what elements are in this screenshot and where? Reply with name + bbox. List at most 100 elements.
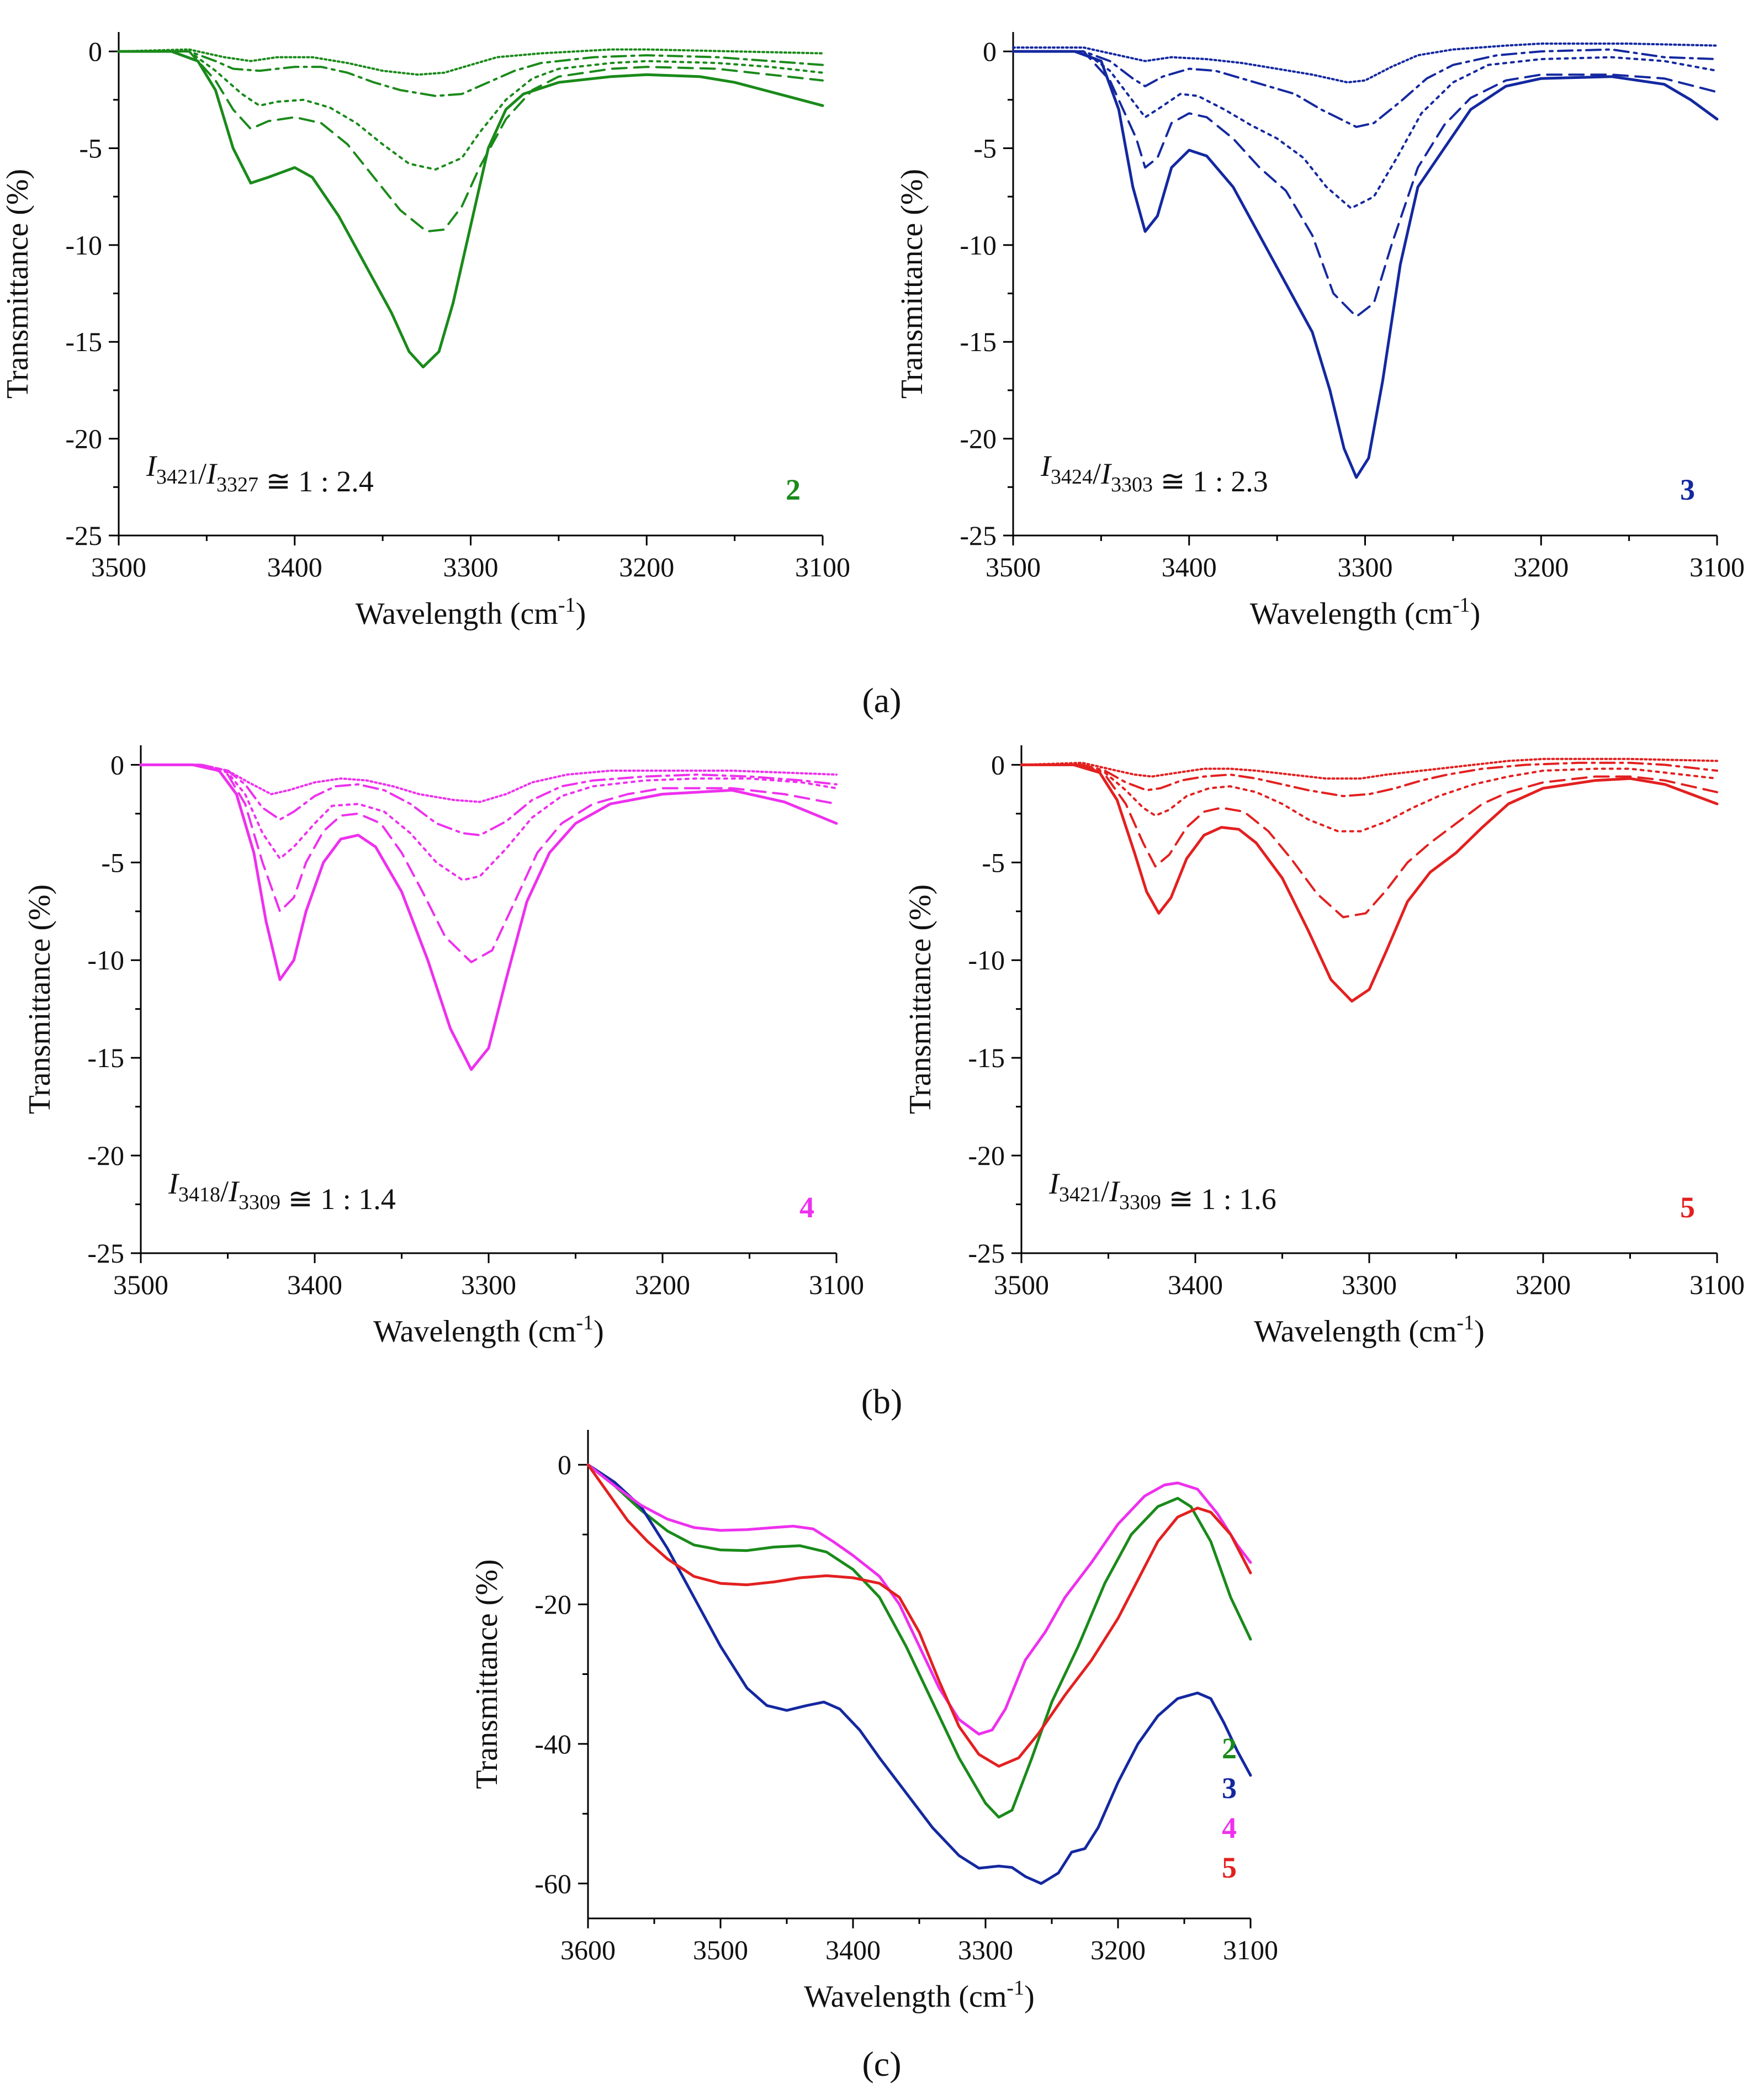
x-axis-title: Wavelength (cm-1) [373, 1311, 603, 1349]
y-tick-label: -15 [960, 326, 997, 357]
ratio-term2-italic: I [206, 457, 218, 490]
y-tick-label: -15 [65, 326, 102, 357]
ratio-annotation: I3421/I3309 ≅ 1 : 1.6 [1048, 1167, 1276, 1216]
x-tick-label: 3200 [1516, 1269, 1571, 1300]
x-tick-label: 3200 [635, 1269, 690, 1300]
y-axis-title: Transmittance (%) [23, 884, 57, 1114]
series-solid [139, 763, 838, 1071]
x-tick-label: 3500 [91, 552, 146, 582]
series-dotted-fine [118, 48, 824, 76]
ratio-value: ≅ 1 : 1.6 [1161, 1183, 1276, 1216]
ratio-slash: / [1093, 457, 1101, 490]
x-axis-title-sup: -1 [576, 1311, 594, 1334]
y-tick-label: -25 [87, 1238, 124, 1269]
ratio-term2-italic: I [1109, 1175, 1121, 1208]
legend-entry-5: 5 [1222, 1851, 1237, 1884]
x-tick-label: 3100 [809, 1269, 864, 1300]
ratio-term1-italic: I [146, 449, 158, 483]
ratio-value: ≅ 1 : 1.4 [280, 1183, 396, 1216]
x-axis-title-main: Wavelength (cm [1254, 1314, 1456, 1349]
x-axis-title-end: ) [594, 1314, 604, 1349]
series-dotted [118, 50, 824, 171]
y-tick-label: -10 [960, 230, 997, 261]
series-5 [586, 1463, 1252, 1768]
x-tick-label: 3500 [693, 1934, 748, 1965]
x-axis-title-main: Wavelength (cm [804, 1980, 1007, 2014]
y-axis-title: Transmittance (%) [895, 169, 929, 399]
series-4 [586, 1463, 1252, 1736]
panel-a-right: 3500 3400 3300 3200 3100 0 -5 -10 -15 -20 -25 Wavel… [895, 32, 1745, 631]
y-tick-label: -20 [65, 423, 102, 454]
compound-label: 3 [1680, 473, 1695, 506]
ratio-annotation: I3424/I3303 ≅ 1 : 2.3 [1040, 449, 1268, 498]
x-axis-title: Wavelength (cm-1) [356, 593, 586, 631]
x-tick-label: 3300 [1338, 552, 1393, 582]
series-dotted [140, 764, 838, 882]
ratio-term2-italic: I [1100, 457, 1113, 490]
series-dashed [1020, 764, 1718, 919]
y-tick-label: -25 [960, 520, 997, 551]
series-dotted-fine [140, 764, 838, 803]
x-axis-title-main: Wavelength (cm [356, 597, 558, 631]
y-tick-label: -20 [960, 423, 997, 454]
panel-c: 3600 3500 3400 3300 3200 3100 0 -20 -40 -60 Wavele… [470, 1430, 1278, 2014]
y-tick-label: -25 [65, 520, 102, 551]
y-tick-label: -5 [982, 847, 1005, 878]
series-solid [117, 50, 824, 369]
y-tick-label: 0 [983, 36, 997, 67]
y-tick-label: -5 [79, 132, 102, 163]
x-tick-label: 3400 [287, 1269, 342, 1300]
x-axis-title-sup: -1 [1456, 1311, 1474, 1334]
legend-entry-4: 4 [1222, 1811, 1237, 1844]
x-tick-label: 3100 [1689, 1269, 1745, 1300]
x-axis-title-sup: -1 [1453, 593, 1470, 617]
ratio-term1-italic: I [1048, 1167, 1061, 1200]
ratio-term2-italic: I [228, 1175, 240, 1208]
series-dashdot [118, 50, 824, 97]
series-solid [1020, 763, 1719, 1003]
y-tick-label: 0 [88, 36, 102, 67]
y-tick-label: -10 [87, 945, 124, 975]
x-tick-label: 3300 [958, 1934, 1013, 1965]
y-tick-label: -10 [968, 945, 1005, 975]
series-dotted [1020, 764, 1718, 833]
series-dashdot [1012, 48, 1718, 128]
legend-entry-3: 3 [1222, 1772, 1237, 1805]
panel-label-a: (a) [862, 681, 901, 720]
compound-label: 2 [786, 473, 801, 506]
x-tick-label: 3200 [619, 552, 674, 582]
series-solid [1011, 50, 1719, 479]
x-tick-label: 3500 [986, 552, 1041, 582]
series-2 [586, 1463, 1252, 1819]
series-dashed [140, 764, 838, 963]
ratio-term2-sub: 3309 [1119, 1191, 1161, 1214]
x-tick-label: 3100 [1223, 1934, 1278, 1965]
ratio-value: ≅ 1 : 2.4 [258, 465, 374, 498]
x-tick-label: 3400 [267, 552, 322, 582]
y-tick-label: -15 [87, 1042, 124, 1073]
y-tick-label: -25 [968, 1238, 1005, 1269]
ratio-term1-sub: 3421 [156, 465, 198, 489]
compound-label: 4 [799, 1191, 814, 1224]
x-tick-label: 3400 [1168, 1269, 1223, 1300]
x-axis-title-end: ) [1024, 1980, 1035, 2014]
panel-a-left: 3500 3400 3300 3200 3100 0 -5 -10 -15 -20 -25 Wavel… [1, 32, 850, 631]
x-tick-label: 3100 [1689, 552, 1745, 582]
ratio-term1-sub: 3424 [1051, 465, 1093, 489]
series-dotted-fine [1012, 43, 1718, 84]
y-tick-label: -60 [534, 1868, 571, 1899]
y-tick-label: -15 [968, 1042, 1005, 1073]
legend-entry-2: 2 [1222, 1732, 1237, 1765]
series-dashdot [1020, 761, 1718, 797]
panel-label-b: (b) [861, 1382, 903, 1421]
x-axis-title-end: ) [576, 597, 586, 631]
series-dotted-fine [1020, 757, 1718, 780]
ratio-annotation: I3418/I3309 ≅ 1 : 1.4 [168, 1167, 396, 1216]
x-tick-label: 3400 [825, 1934, 881, 1965]
x-tick-label: 3200 [1090, 1934, 1146, 1965]
y-tick-label: -10 [65, 230, 102, 261]
x-tick-label: 3400 [1162, 552, 1217, 582]
y-tick-label: -5 [101, 847, 124, 878]
series-dashed [1012, 50, 1718, 318]
